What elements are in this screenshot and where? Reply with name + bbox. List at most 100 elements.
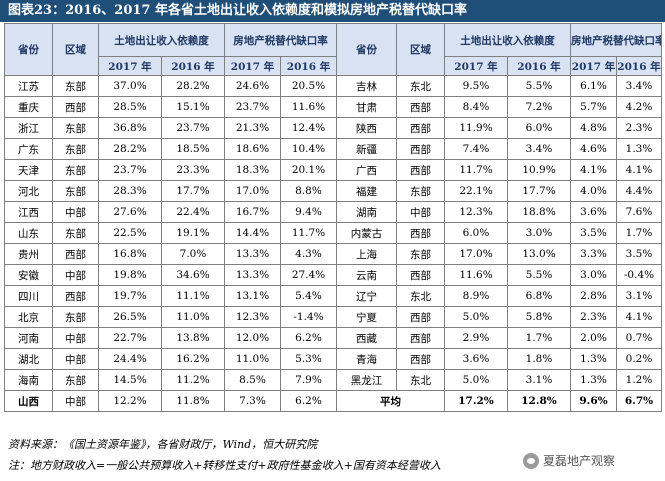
tax-gap-2017-cell: 2.3% <box>570 306 617 328</box>
tax-gap-2016-cell: 2.3% <box>616 117 662 139</box>
land-dependency-2016-cell: 13.0% <box>507 243 571 265</box>
region-cell: 西部 <box>396 96 445 118</box>
region-cell: 中部 <box>52 201 99 223</box>
table-row: 北京 东部 26.5% 11.0% 12.3% -1.4% 宁夏 西部 5.0% 5.8% 2.3%… <box>4 306 662 328</box>
tax-gap-2017-cell: 17.0% <box>224 180 281 202</box>
region-cell: 西部 <box>52 285 99 307</box>
header-tax-gap: 房地产税替代缺口率 <box>570 23 662 57</box>
province-cell: 江西 <box>4 201 53 223</box>
land-dependency-2017-cell: 5.0% <box>444 306 508 328</box>
table-row: 山东 东部 22.5% 19.1% 14.4% 11.7% 内蒙古 西部 6.0% 3.0% 3.5… <box>4 222 662 244</box>
land-dependency-2016-cell: 3.0% <box>507 222 571 244</box>
land-dependency-2017-cell: 24.4% <box>98 348 162 370</box>
land-dependency-2016-cell: 23.3% <box>161 159 225 181</box>
source-note: 资料来源：《国土资源年鉴》，各省财政厅，Wind，恒大研究院 <box>8 438 318 451</box>
header-province: 省份 <box>4 23 53 76</box>
tax-gap-2016-cell: 5.4% <box>280 285 337 307</box>
header-year-2016: 2016 年 <box>161 56 225 76</box>
region-cell: 西部 <box>396 159 445 181</box>
province-cell: 云南 <box>336 264 397 286</box>
land-dependency-2017-cell: 12.3% <box>444 201 508 223</box>
land-dependency-2017-cell: 28.5% <box>98 96 162 118</box>
land-dependency-2016-cell: 6.8% <box>507 285 571 307</box>
table-row: 河北 东部 28.3% 17.7% 17.0% 8.8% 福建 东部 22.1% 17.7% 4.0… <box>4 180 662 202</box>
region-cell: 东部 <box>52 117 99 139</box>
header-year-2016: 2016 年 <box>280 56 337 76</box>
tax-gap-2016-cell: 1.3% <box>616 138 662 160</box>
watermark-text: 夏磊地产观察 <box>543 454 616 468</box>
table-row: 江西 中部 27.6% 22.4% 16.7% 9.4% 湖南 中部 12.3% 18.8% 3.6… <box>4 201 662 223</box>
region-cell: 西部 <box>396 306 445 328</box>
tax-gap-2017-cell: 13.3% <box>224 264 281 286</box>
land-dependency-2016-cell: 5.5% <box>507 264 571 286</box>
tax-gap-2016-cell: -1.4% <box>280 306 337 328</box>
data-table: 省份 区域 土地出让收入依赖度 房地产税替代缺口率 省份 区域 土地出让收入依赖… <box>4 23 662 412</box>
header-year-2016: 2016 年 <box>507 56 571 76</box>
land-dependency-2016-cell: 10.9% <box>507 159 571 181</box>
tax-gap-2016-cell: 8.8% <box>280 180 337 202</box>
table-row: 湖北 中部 24.4% 16.2% 11.0% 5.3% 青海 西部 3.6% 1.8% 1.3% 0… <box>4 348 662 370</box>
land-dependency-2017-cell: 17.0% <box>444 243 508 265</box>
tax-gap-2017-cell: 21.3% <box>224 117 281 139</box>
region-cell: 中部 <box>52 348 99 370</box>
tax-gap-2016-cell: 4.2% <box>616 96 662 118</box>
tax-gap-2016-cell: 20.1% <box>280 159 337 181</box>
header-province: 省份 <box>336 23 397 76</box>
land-dependency-2017-cell: 28.2% <box>98 138 162 160</box>
region-cell: 东北 <box>396 285 445 307</box>
average-tax-gap-2016: 6.7% <box>616 390 662 412</box>
table-body: 江苏 东部 37.0% 28.2% 24.6% 20.5% 吉林 东北 9.5% 5.5% 6.1%… <box>4 75 662 412</box>
region-cell: 西部 <box>396 222 445 244</box>
table-row: 四川 西部 19.7% 11.1% 13.1% 5.4% 辽宁 东北 8.9% 6.8% 2.8% 3… <box>4 285 662 307</box>
land-dependency-2017-cell: 7.4% <box>444 138 508 160</box>
header-region: 区域 <box>52 23 99 76</box>
header-year-2017: 2017 年 <box>570 56 617 76</box>
province-cell: 青海 <box>336 348 397 370</box>
tax-gap-2017-cell: 2.0% <box>570 327 617 349</box>
land-dependency-2016-cell: 5.5% <box>507 75 571 97</box>
land-dependency-2017-cell: 2.9% <box>444 327 508 349</box>
header-land-dependency: 土地出让收入依赖度 <box>444 23 571 57</box>
land-dependency-2017-cell: 6.0% <box>444 222 508 244</box>
region-cell: 东部 <box>396 180 445 202</box>
land-dependency-2016-cell: 7.0% <box>161 243 225 265</box>
tax-gap-2017-cell: 3.3% <box>570 243 617 265</box>
province-cell: 福建 <box>336 180 397 202</box>
region-cell: 中部 <box>52 264 99 286</box>
tax-gap-2016-cell: 6.2% <box>280 390 337 412</box>
tax-gap-2017-cell: 18.6% <box>224 138 281 160</box>
land-dependency-2017-cell: 5.0% <box>444 369 508 391</box>
land-dependency-2017-cell: 16.8% <box>98 243 162 265</box>
land-dependency-2016-cell: 34.6% <box>161 264 225 286</box>
table-row: 江苏 东部 37.0% 28.2% 24.6% 20.5% 吉林 东北 9.5% 5.5% 6.1%… <box>4 75 662 97</box>
land-dependency-2017-cell: 22.1% <box>444 180 508 202</box>
land-dependency-2017-cell: 22.5% <box>98 222 162 244</box>
table-row: 重庆 西部 28.5% 15.1% 23.7% 11.6% 甘肃 西部 8.4% 7.2% 5.7%… <box>4 96 662 118</box>
province-cell: 河南 <box>4 327 53 349</box>
table-row: 安徽 中部 19.8% 34.6% 13.3% 27.4% 云南 西部 11.6% 5.5% 3.0… <box>4 264 662 286</box>
tax-gap-2017-cell: 18.3% <box>224 159 281 181</box>
province-cell: 重庆 <box>4 96 53 118</box>
land-dependency-2016-cell: 17.7% <box>161 180 225 202</box>
land-dependency-2016-cell: 6.0% <box>507 117 571 139</box>
province-cell: 宁夏 <box>336 306 397 328</box>
tax-gap-2017-cell: 4.6% <box>570 138 617 160</box>
region-cell: 西部 <box>396 327 445 349</box>
land-dependency-2016-cell: 3.1% <box>507 369 571 391</box>
region-cell: 东北 <box>396 369 445 391</box>
tax-gap-2016-cell: 4.3% <box>280 243 337 265</box>
header-year-2017: 2017 年 <box>98 56 162 76</box>
land-dependency-2016-cell: 17.7% <box>507 180 571 202</box>
region-cell: 东部 <box>52 75 99 97</box>
province-cell: 河北 <box>4 180 53 202</box>
tax-gap-2016-cell: 11.7% <box>280 222 337 244</box>
land-dependency-2016-cell: 7.2% <box>507 96 571 118</box>
header-year-2017: 2017 年 <box>224 56 281 76</box>
province-cell: 北京 <box>4 306 53 328</box>
region-cell: 西部 <box>396 348 445 370</box>
table-row: 广东 东部 28.2% 18.5% 18.6% 10.4% 新疆 西部 7.4% 3.4% 4.6%… <box>4 138 662 160</box>
province-cell: 甘肃 <box>336 96 397 118</box>
land-dependency-2017-cell: 28.3% <box>98 180 162 202</box>
province-cell: 吉林 <box>336 75 397 97</box>
region-cell: 西部 <box>396 117 445 139</box>
